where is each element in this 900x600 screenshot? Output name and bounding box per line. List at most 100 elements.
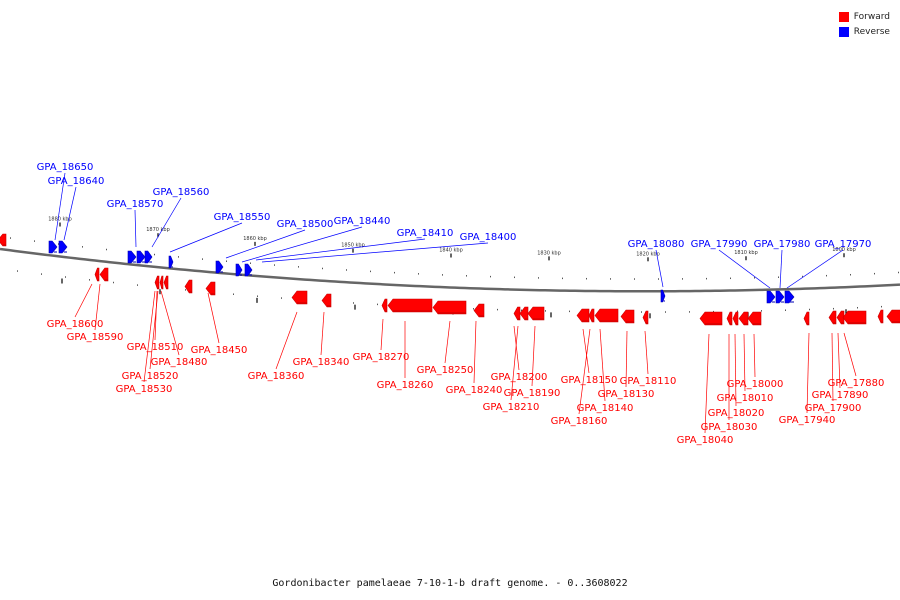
gene-shape xyxy=(738,311,749,326)
gene-label-gpa_17980: GPA_17980 xyxy=(754,239,811,250)
forward-gene-arrow xyxy=(726,311,733,326)
forward-gene-arrow xyxy=(159,275,164,290)
forward-gene-arrow xyxy=(732,311,739,326)
reverse-gene-arrow xyxy=(660,289,666,303)
gene-shape xyxy=(235,263,243,277)
gene-shadow xyxy=(582,320,589,322)
legend-item-reverse: Reverse xyxy=(838,24,890,39)
gene-leader-line xyxy=(143,290,156,383)
gene-shadow xyxy=(220,271,223,273)
gene-label-gpa_17990: GPA_17990 xyxy=(691,239,748,250)
minor-tick xyxy=(706,277,707,280)
gene-leader-line xyxy=(320,311,325,356)
minor-tick xyxy=(521,309,522,312)
minor-tick xyxy=(850,273,851,276)
gene-shadow xyxy=(479,315,484,317)
gene-leader-line xyxy=(380,318,384,351)
reverse-gene-arrow xyxy=(127,250,137,264)
gene-label-gpa_17970: GPA_17970 xyxy=(815,239,872,250)
forward-gene-arrow xyxy=(527,306,545,321)
reverse-gene-arrow xyxy=(58,240,68,254)
minor-tick xyxy=(226,260,227,262)
gene-leader-line xyxy=(599,328,606,402)
minor-tick xyxy=(298,266,299,268)
gene-shadow xyxy=(736,323,738,325)
minor-tick xyxy=(185,289,186,291)
gene-label-gpa_18650: GPA_18650 xyxy=(37,162,94,173)
gene-label-gpa_18360: GPA_18360 xyxy=(248,371,305,382)
gene-leader-line xyxy=(704,333,710,434)
gene-label-gpa_18500: GPA_18500 xyxy=(277,219,334,230)
gene-label-gpa_17890: GPA_17890 xyxy=(812,390,869,401)
gene-leader-line xyxy=(786,249,844,289)
forward-gene-arrow xyxy=(594,308,619,323)
gene-leader-line xyxy=(63,186,77,241)
gene-shape xyxy=(144,250,153,264)
forward-gene-arrow xyxy=(184,279,193,294)
forward-gene-arrow xyxy=(642,310,649,325)
forward-gene-arrow xyxy=(99,267,109,282)
gene-label-gpa_18340: GPA_18340 xyxy=(293,357,350,368)
minor-tick xyxy=(610,278,611,280)
gene-shadow xyxy=(600,320,618,322)
gene-shadow xyxy=(533,318,544,320)
gene-shape xyxy=(828,310,837,325)
gene-shape xyxy=(381,298,388,313)
gene-leader-line xyxy=(582,328,590,374)
gene-shadow xyxy=(63,251,67,253)
gene-label-gpa_17940: GPA_17940 xyxy=(779,415,836,426)
gene-shadow xyxy=(517,318,520,320)
gene-leader-line xyxy=(154,290,158,341)
minor-tick xyxy=(490,275,491,278)
reverse-gene-arrow xyxy=(775,290,785,304)
gene-shadow xyxy=(790,301,794,303)
forward-gene-arrow xyxy=(886,309,900,324)
reverse-gene-arrow xyxy=(168,255,174,269)
minor-tick xyxy=(106,248,107,251)
legend-label-forward: Forward xyxy=(853,11,890,22)
gene-shape xyxy=(594,308,619,323)
scale-tick-label: 1840 kbp xyxy=(439,247,463,253)
forward-gene-arrow xyxy=(836,310,845,325)
gene-label-gpa_18440: GPA_18440 xyxy=(334,216,391,227)
gene-shadow xyxy=(249,274,252,276)
minor-tick xyxy=(778,276,779,278)
gene-label-gpa_18600: GPA_18600 xyxy=(47,319,104,330)
minor-tick xyxy=(346,269,347,271)
forward-gene-arrow xyxy=(588,308,595,323)
scale-tick-label: 1820 kbp xyxy=(636,251,660,257)
gene-shadow xyxy=(2,244,6,246)
minor-tick xyxy=(178,256,179,258)
gene-label-gpa_18240: GPA_18240 xyxy=(446,385,503,396)
gene-leader-line xyxy=(169,222,243,253)
gene-shadow xyxy=(663,300,665,302)
minor-tick xyxy=(65,276,66,278)
minor-tick xyxy=(442,274,443,276)
gene-leader-line xyxy=(831,332,834,402)
gene-shape xyxy=(163,275,169,290)
gene-shadow xyxy=(592,320,594,322)
minor-tick xyxy=(833,307,834,310)
forward-gene-arrow xyxy=(163,275,169,290)
gene-shadow xyxy=(141,261,145,263)
gene-label-gpa_18040: GPA_18040 xyxy=(677,435,734,446)
forward-gene-arrow xyxy=(513,306,521,321)
gene-shadow xyxy=(841,322,844,324)
gene-label-gpa_18080: GPA_18080 xyxy=(628,239,685,250)
minor-tick xyxy=(202,258,203,260)
gene-leader-line xyxy=(94,283,101,331)
gene-leader-line xyxy=(779,249,783,289)
gene-label-gpa_18010: GPA_18010 xyxy=(717,393,774,404)
minor-tick xyxy=(586,277,587,280)
forward-gene-arrow xyxy=(381,298,388,313)
gene-shape xyxy=(775,290,785,304)
forward-gene-arrow xyxy=(738,311,749,326)
gene-shadow xyxy=(393,310,432,312)
gene-shadow xyxy=(780,301,784,303)
minor-tick xyxy=(497,308,498,311)
minor-tick xyxy=(665,311,666,313)
minor-tick xyxy=(370,270,371,273)
minor-tick xyxy=(34,240,35,242)
gene-label-gpa_18110: GPA_18110 xyxy=(620,376,677,387)
minor-tick xyxy=(754,277,755,279)
